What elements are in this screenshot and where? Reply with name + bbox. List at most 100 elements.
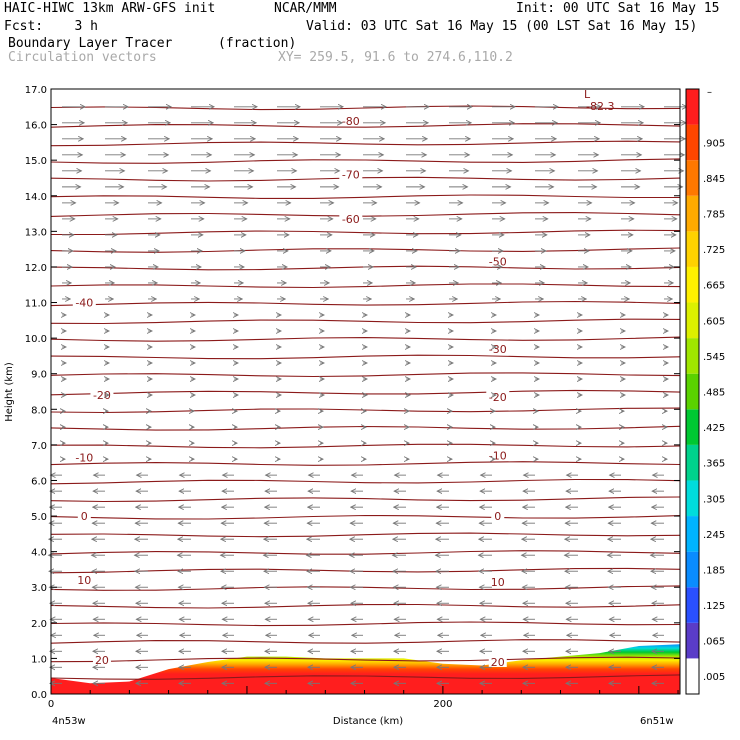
y-tick-label: 11.0 — [25, 299, 47, 310]
contour-label: -80 — [342, 115, 360, 128]
contour-line — [50, 105, 681, 111]
colorbar-swatch — [686, 302, 699, 339]
contour-label-bg — [488, 575, 507, 587]
colorbar-swatch — [686, 516, 699, 552]
contour-line — [50, 674, 681, 680]
x-left-endpoint: 4n53w — [52, 716, 86, 727]
contour-label-bg — [486, 255, 510, 267]
colorbar-swatch — [686, 124, 699, 161]
colorbar-swatch — [686, 373, 699, 410]
y-tick-label: 10.0 — [25, 334, 47, 345]
colorbar-label: .845 — [703, 174, 725, 185]
colorbar-label: .725 — [703, 245, 725, 256]
contour-line — [50, 656, 681, 663]
colorbar-label: .305 — [703, 494, 725, 505]
plot-axes: 0.0 1.0 2.0 3.0 4.0 5.0 6.0 7.0 8.0 9.0 10.0 11.0 12… — [25, 85, 681, 710]
contour-label-bg — [491, 510, 505, 522]
y-tick-label: 9.0 — [31, 370, 47, 381]
contour-label-bg — [72, 296, 96, 308]
contour-line — [50, 603, 681, 609]
contour-label: 10 — [491, 576, 505, 589]
colorbar-swatch — [686, 338, 699, 374]
contour-line — [50, 585, 681, 591]
colorbar-label: .005 — [703, 672, 725, 683]
colorbar-swatch — [686, 409, 699, 445]
circulation-vectors — [49, 107, 687, 684]
contour-label: -10 — [489, 450, 507, 463]
colorbar-swatch — [686, 444, 699, 481]
contour-label-bg — [77, 510, 91, 522]
plot-frame — [50, 88, 681, 695]
y-tick-label: 0.0 — [31, 690, 47, 701]
contour-label-bg — [486, 449, 510, 461]
contour-label-bg — [90, 389, 114, 401]
colorbar-label: .365 — [703, 459, 725, 470]
contour-label-bg — [488, 655, 507, 667]
init-time: Init: 00 UTC Sat 16 May 15 — [516, 1, 720, 16]
contour-line — [50, 212, 681, 217]
y-tick-label: 2.0 — [31, 619, 47, 630]
contour-line — [50, 194, 680, 199]
contour-line — [50, 478, 681, 485]
contour-label-bg — [92, 654, 111, 666]
colorbar-label: .185 — [703, 565, 725, 576]
y-tick-label: 8.0 — [31, 405, 47, 416]
contour-line — [50, 461, 681, 466]
contour-line — [50, 176, 681, 182]
contour-line — [50, 407, 681, 414]
colorbar-label: .245 — [703, 530, 725, 541]
contour-label-bg — [486, 342, 510, 354]
contour-label: -70 — [342, 168, 360, 181]
colorbar-label: .665 — [703, 281, 725, 292]
y-tick-label: 1.0 — [31, 654, 47, 665]
colorbar-label: .485 — [703, 388, 725, 399]
colorbar-swatch — [686, 622, 699, 659]
colorbar-label: .425 — [703, 423, 725, 434]
colorbar-top-label: – — [707, 87, 712, 98]
contour-line — [50, 532, 681, 538]
contour-line — [50, 567, 681, 574]
colorbar-label: .065 — [703, 637, 725, 648]
contour-line — [50, 336, 681, 342]
field-units: (fraction) — [218, 36, 297, 51]
contour-line — [50, 621, 681, 627]
contour-line — [50, 123, 681, 128]
model-title: HAIC-HIWC 13km ARW-GFS init — [4, 1, 216, 16]
colorbar-swatch — [686, 480, 699, 517]
colorbar: .005 .065 .125 .185 .245 .305 .365 .425 .485 .545… — [685, 87, 725, 695]
contour-line — [50, 140, 681, 147]
colorbar-label: .545 — [703, 352, 725, 363]
y-tick-label: 15.0 — [25, 156, 47, 167]
low-value: -82.3 — [586, 100, 614, 113]
contour-label-bg — [486, 390, 510, 402]
contour-label-bg — [72, 451, 96, 463]
contour-label-bg — [75, 574, 94, 586]
colorbar-frame — [685, 88, 700, 695]
contour-label: 0 — [81, 510, 88, 523]
contour-line — [50, 550, 681, 555]
forecast-hour: Fcst: 3 h — [4, 19, 98, 34]
x-right-endpoint: 6n51w — [640, 716, 674, 727]
contour-label: -40 — [75, 297, 93, 310]
y-tick-label: 6.0 — [31, 476, 47, 487]
colorbar-swatch — [686, 160, 699, 196]
contour-label: -20 — [489, 391, 507, 404]
contour-line — [50, 496, 681, 503]
contour-label-bg — [339, 168, 363, 180]
colorbar-label: .605 — [703, 316, 725, 327]
colorbar-label: .125 — [703, 601, 725, 612]
contour-label: 20 — [491, 656, 505, 669]
contour-label-bg — [339, 115, 363, 127]
colorbar-swatch — [686, 587, 699, 623]
contour-line — [50, 514, 681, 520]
y-tick-label: 17.0 — [25, 85, 47, 96]
y-tick-label: 4.0 — [31, 548, 47, 559]
contour-line — [50, 354, 681, 360]
org-label: NCAR/MMM — [274, 1, 337, 16]
y-tick-label: 13.0 — [25, 227, 47, 238]
contour-line — [51, 229, 681, 236]
valid-time: Valid: 03 UTC Sat 16 May 15 (00 LST Sat … — [306, 19, 698, 34]
contour-label: -60 — [342, 213, 360, 226]
